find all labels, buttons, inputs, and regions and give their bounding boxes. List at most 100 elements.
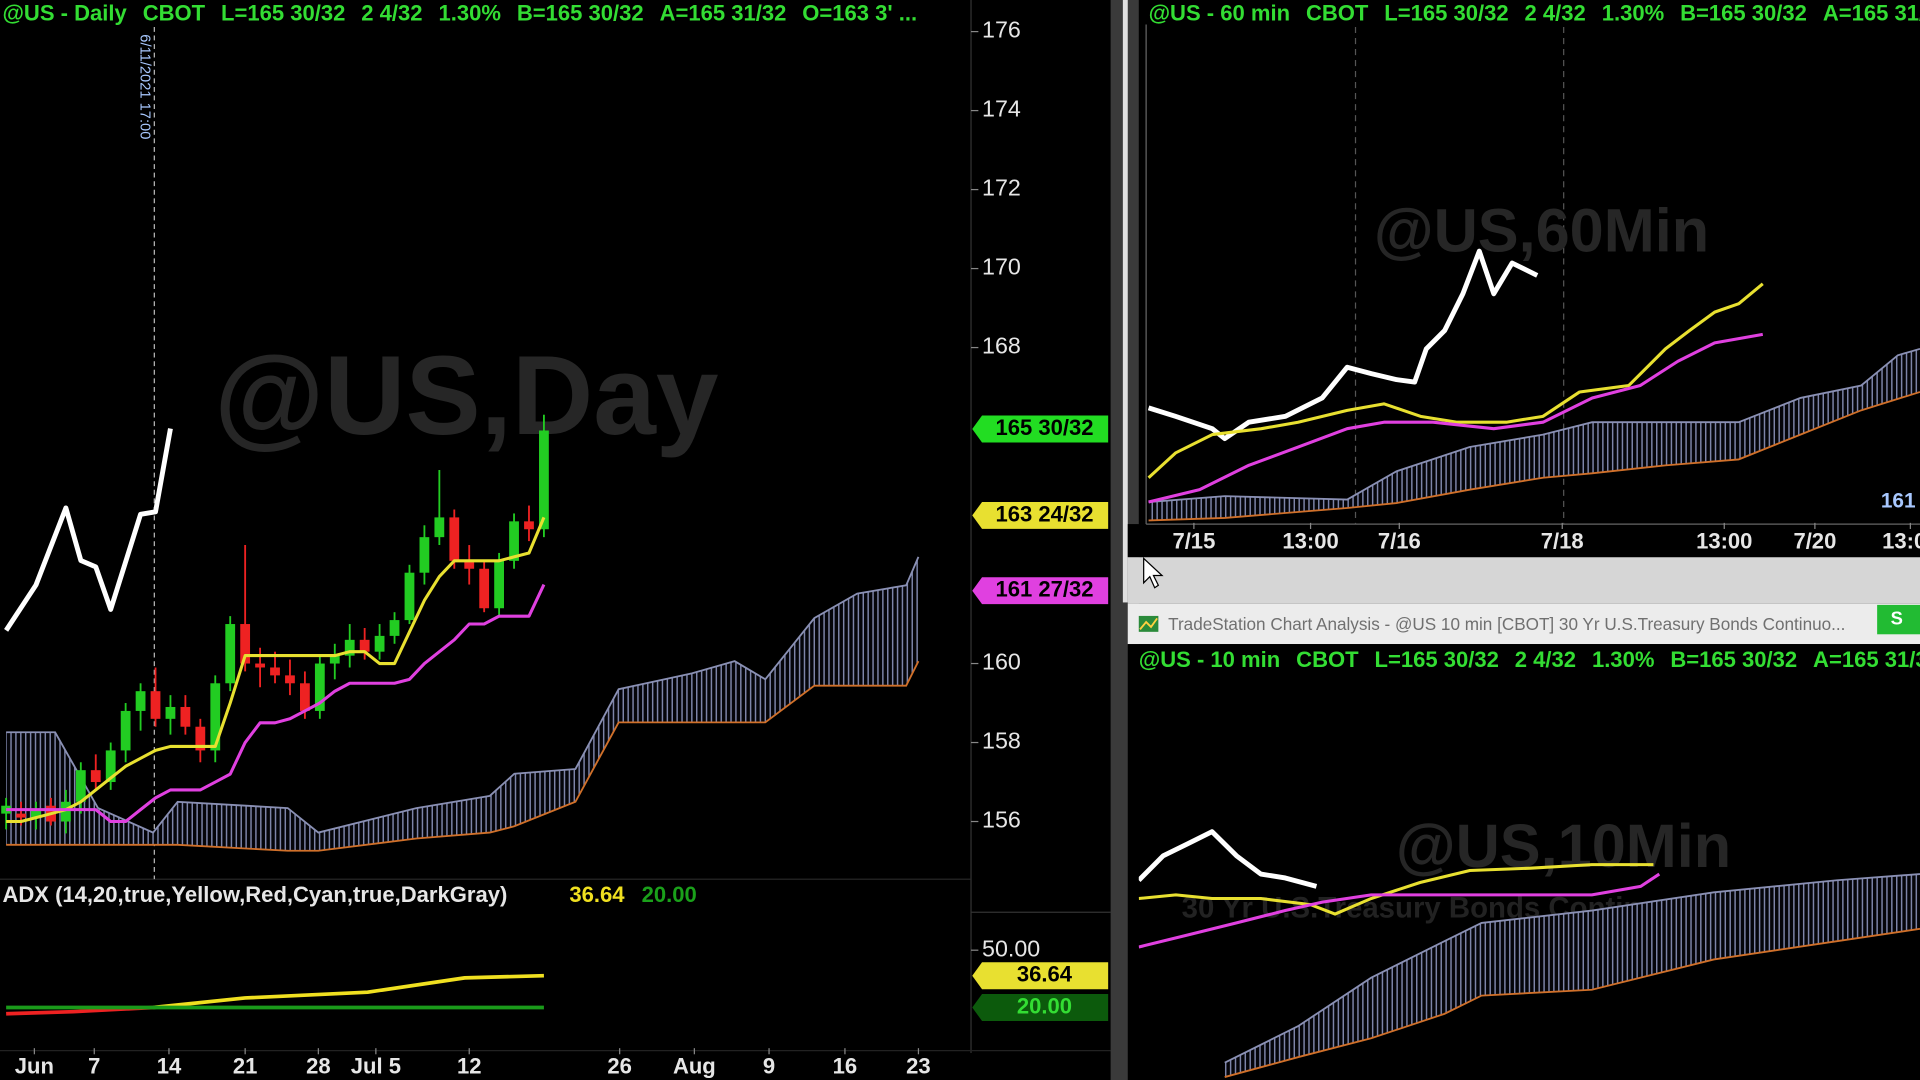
- price-tag-label: 36.64: [1017, 962, 1073, 987]
- watermark: @US,Day: [214, 332, 719, 458]
- candle-body: [419, 537, 430, 573]
- header-field: O=163 3' ...: [802, 1, 917, 26]
- header-field: CBOT: [1306, 1, 1369, 26]
- header-field: L=165 30/32: [1375, 647, 1499, 672]
- candle-body: [344, 639, 355, 656]
- x-tick-label: 21: [233, 1054, 258, 1079]
- header-field: A=165 31/32: [1813, 647, 1920, 672]
- x-tick-label: Aug: [673, 1054, 716, 1079]
- header-field: B=165 30/32: [1670, 647, 1797, 672]
- candle-body: [225, 624, 236, 684]
- daily-header: @US - Daily CBOT L=165 30/32 2 4/32 1.30% B=1…: [2, 1, 917, 26]
- series-line: [1148, 332, 1764, 504]
- price-tag: [972, 962, 1109, 990]
- price-tag: [972, 415, 1109, 443]
- y-tick-label: 176: [982, 17, 1021, 43]
- header-field: A=165 31/32: [1823, 1, 1920, 26]
- candle-body: [509, 521, 519, 561]
- series-line: [1138, 863, 1654, 916]
- y-tick-label: 174: [982, 96, 1021, 122]
- x-tick-label: 7/18: [1541, 528, 1584, 553]
- cloud-upper: [1224, 873, 1920, 1064]
- candle-body: [180, 706, 191, 727]
- watermark: @US,10Min: [1396, 812, 1731, 880]
- candle-body: [240, 624, 251, 664]
- candle-body: [539, 430, 549, 530]
- symbol-button[interactable]: [1877, 604, 1920, 635]
- x-tick-label: 7: [88, 1054, 100, 1079]
- series-line: [1138, 872, 1661, 949]
- header-field: A=165 31/32: [660, 1, 787, 26]
- candle-body: [494, 560, 505, 609]
- candle-body: [359, 639, 370, 652]
- price-tag-label: 20.00: [1017, 993, 1072, 1018]
- x-tick-label: 7/16: [1378, 528, 1421, 553]
- header-field: 2 4/32: [1515, 647, 1576, 672]
- adx-value: 36.64: [569, 882, 625, 907]
- window-edge: [1122, 0, 1128, 603]
- x-tick-label: 13:00: [1696, 528, 1752, 553]
- series-line: [152, 973, 544, 1010]
- ten-header: @US - 10 min CBOT L=165 30/32 2 4/32 1.30% B=…: [1139, 647, 1920, 672]
- candle-body: [449, 517, 460, 561]
- candle-body: [434, 517, 445, 538]
- y-tick-label: 160: [982, 649, 1021, 675]
- header-field: B=165 30/32: [517, 1, 644, 26]
- cloud-lower: [1224, 927, 1920, 1078]
- x-tick-label: Jul 5: [351, 1054, 401, 1079]
- x-tick-label: 28: [306, 1054, 331, 1079]
- header-field: 2 4/32: [1525, 1, 1586, 26]
- series-line: [4, 428, 173, 632]
- mouse-cursor: [1143, 556, 1164, 589]
- x-tick-label: 14: [157, 1054, 182, 1079]
- candle-body: [105, 750, 116, 783]
- header-field: L=165 30/32: [1384, 1, 1508, 26]
- series-line: [1147, 248, 1539, 442]
- adx-threshold: 20.00: [642, 882, 697, 907]
- x-tick-label: 23: [906, 1054, 931, 1079]
- price-tag: [972, 994, 1109, 1021]
- price-tag: [972, 577, 1109, 605]
- candle-body: [300, 683, 310, 711]
- price-tag-label: 161 27/32: [995, 577, 1093, 602]
- adx-label: ADX (14,20,true,Yellow,Red,Cyan,true,Dar…: [2, 882, 507, 907]
- cloud-upper: [1148, 347, 1920, 503]
- pane-bg: [1127, 644, 1920, 1080]
- price-tag-label: 165 30/32: [995, 415, 1093, 440]
- series-line: [6, 583, 546, 824]
- edge-price: 161: [1881, 490, 1916, 513]
- cloud-lower: [1148, 391, 1920, 522]
- daily-plot: [1, 26, 920, 880]
- window-titlebar[interactable]: [1127, 603, 1920, 645]
- candle-body: [389, 620, 400, 636]
- adx-plot: [6, 973, 544, 1016]
- y-tick-label: 170: [982, 254, 1021, 280]
- x-tick-label: 9: [763, 1054, 775, 1079]
- x-tick-label: 7/20: [1793, 528, 1836, 553]
- header-field: L=165 30/32: [221, 1, 345, 26]
- header-field: @US - 10 min: [1139, 647, 1280, 672]
- candle-body: [285, 675, 295, 684]
- header-field: CBOT: [143, 1, 206, 26]
- candle-body: [524, 521, 534, 530]
- header-field: CBOT: [1296, 647, 1359, 672]
- candle-body: [31, 809, 41, 818]
- x-tick-label: 7/15: [1172, 528, 1215, 553]
- cursor-label: 6/11/2021 17:00: [137, 34, 153, 139]
- x-tick-label: 12: [457, 1054, 482, 1079]
- x-tick-label: 26: [607, 1054, 632, 1079]
- header-field: @US - 60 min: [1149, 1, 1290, 26]
- symbol-button-label[interactable]: S: [1891, 607, 1903, 628]
- candle-body: [210, 683, 221, 751]
- y-tick-label: 158: [982, 728, 1021, 754]
- x-tick-label: Jun: [15, 1054, 54, 1079]
- candle-body: [464, 560, 475, 569]
- x-tick-label: 13:00: [1282, 528, 1338, 553]
- y-tick-label: 172: [982, 175, 1021, 201]
- candle-body: [329, 655, 340, 664]
- candle-body: [195, 726, 206, 751]
- cloud-upper: [6, 556, 920, 834]
